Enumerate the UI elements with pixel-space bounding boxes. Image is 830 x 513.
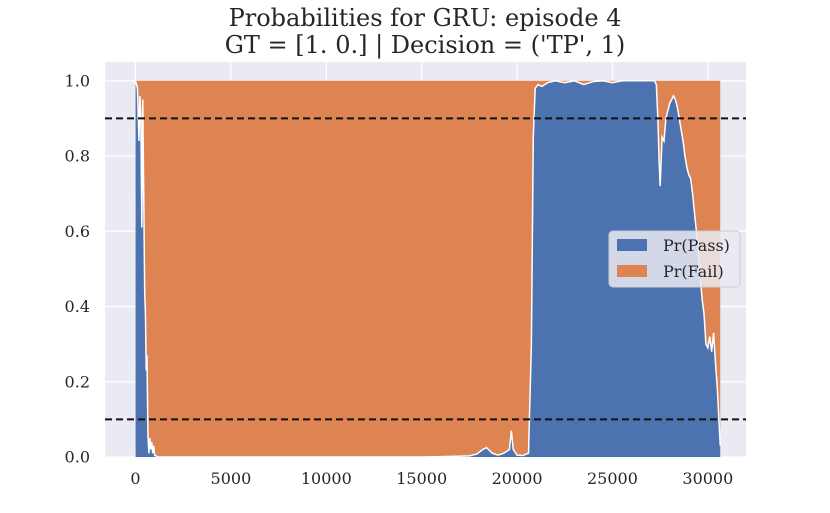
x-tick-label: 10000 — [301, 469, 352, 488]
chart-subtitle: GT = [1. 0.] | Decision = ('TP', 1) — [225, 31, 625, 60]
area-pr-pass — [135, 80, 721, 457]
x-tick-label: 20000 — [492, 469, 543, 488]
y-tick-labels: 0.0 0.2 0.4 0.6 0.8 1.0 — [65, 71, 90, 466]
y-tick-label: 0.2 — [65, 372, 90, 391]
threshold-lines — [105, 117, 746, 421]
stacked-areas — [134, 80, 721, 458]
y-tick-label: 0.6 — [65, 222, 90, 241]
legend-swatch-pass — [617, 239, 647, 251]
x-tick-label: 0 — [130, 469, 140, 488]
area-pr-fail — [135, 80, 721, 457]
x-tick-labels: 0 5000 10000 15000 20000 25000 30000 — [130, 469, 733, 488]
legend-label-fail: Pr(Fail) — [663, 262, 724, 281]
y-tick-label: 0.0 — [65, 448, 90, 467]
x-tick-label: 30000 — [682, 469, 733, 488]
boundary-line — [134, 80, 721, 458]
legend-label-pass: Pr(Pass) — [663, 236, 730, 255]
y-tick-label: 0.4 — [65, 297, 90, 316]
x-tick-label: 25000 — [587, 469, 638, 488]
x-tick-label: 15000 — [396, 469, 447, 488]
legend-swatch-fail — [617, 265, 647, 277]
y-tick-label: 1.0 — [65, 71, 90, 90]
legend: Pr(Pass) Pr(Fail) — [608, 230, 741, 288]
chart-title: Probabilities for GRU: episode 4 — [229, 4, 622, 32]
y-tick-label: 0.8 — [65, 147, 90, 166]
x-tick-label: 5000 — [211, 469, 252, 488]
